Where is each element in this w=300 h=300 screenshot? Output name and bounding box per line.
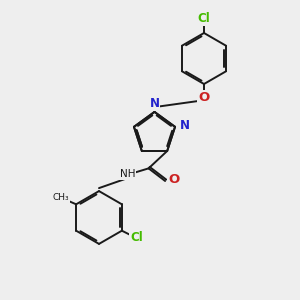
Text: CH₃: CH₃ [53,193,69,202]
Text: Cl: Cl [130,231,142,244]
Text: Cl: Cl [198,12,210,25]
Text: O: O [169,173,180,186]
Text: N: N [149,97,160,110]
Text: N: N [180,119,190,132]
Text: NH: NH [120,169,136,179]
Text: O: O [198,91,210,104]
